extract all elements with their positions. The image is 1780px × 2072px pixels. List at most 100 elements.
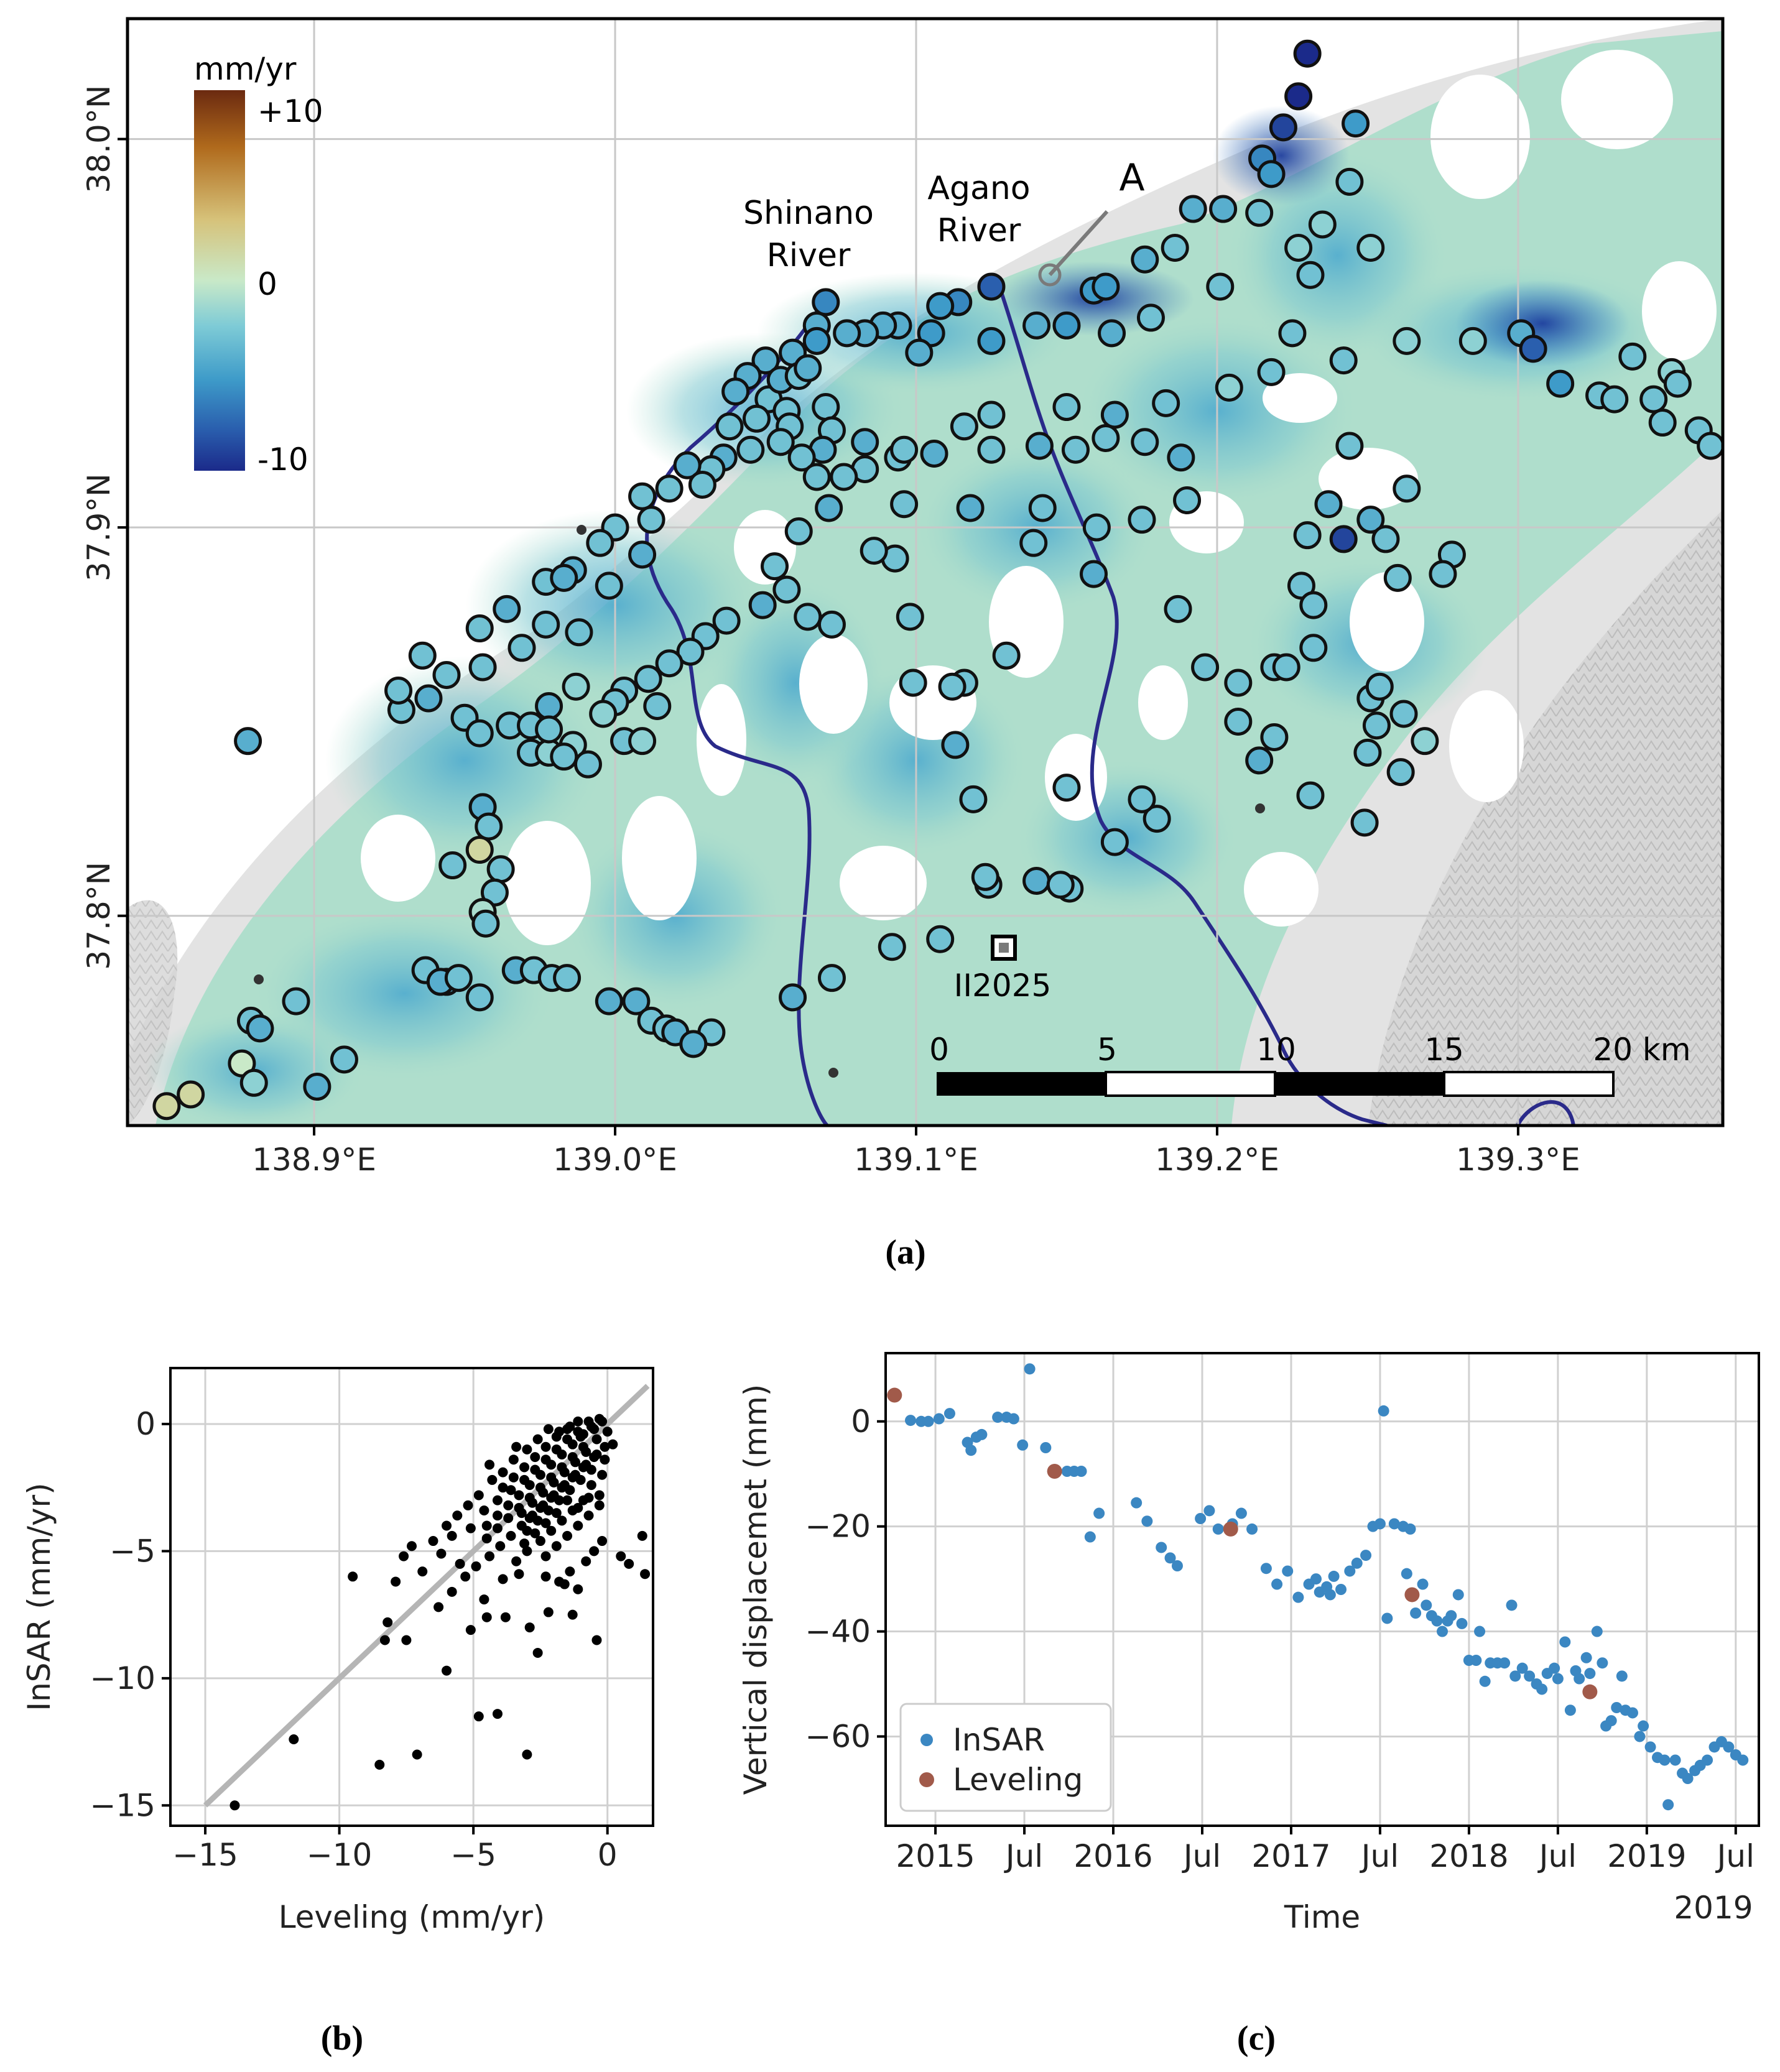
plot-b-point: [428, 1536, 438, 1547]
plot-b-point: [573, 1520, 583, 1531]
leveling-site-marker: [1209, 195, 1238, 223]
plot-c-point-insar: [1410, 1607, 1422, 1619]
leveling-site-marker: [1293, 521, 1322, 550]
lon-tick-label: 138.9°E: [252, 1142, 376, 1178]
plot-b-point: [543, 1424, 554, 1435]
plot-b-point: [503, 1500, 514, 1510]
leveling-site-marker: [890, 435, 919, 464]
leveling-site-marker: [444, 964, 473, 992]
plot-c-xtick-label: Jul: [1537, 1838, 1577, 1874]
leveling-site-marker: [1600, 385, 1629, 414]
plot-c-point-insar: [1634, 1731, 1646, 1742]
panel-a-map: 0 5 10 15 20 km mm/yr +10 0 -10 Shinano …: [81, 17, 1725, 1178]
leveling-site-marker: [920, 440, 948, 468]
plot-c-point-insar: [1271, 1578, 1283, 1590]
plot-c-point-insar: [1626, 1707, 1638, 1719]
plot-c-point-insar: [1659, 1754, 1671, 1766]
plot-b-point: [471, 1561, 481, 1571]
plot-c-ytick-label: 0: [851, 1404, 871, 1440]
scale-bar-segment-1: [937, 1072, 1106, 1096]
leveling-site-marker: [748, 591, 777, 619]
plot-c-xtick-label: 2018: [1429, 1838, 1508, 1874]
leveling-site-marker: [1458, 326, 1487, 355]
plot-b-point: [565, 1422, 575, 1432]
leveling-site-marker: [414, 684, 443, 713]
leveling-site-marker: [1224, 707, 1253, 736]
lon-tick-label: 139.3°E: [1456, 1142, 1580, 1178]
leveling-site-marker: [802, 326, 831, 355]
plot-b-point: [608, 1439, 618, 1450]
legend-box: [899, 1703, 1112, 1812]
plot-b-point: [567, 1439, 578, 1450]
plot-c-point-insar: [1344, 1565, 1356, 1577]
leveling-site-marker: [688, 470, 716, 499]
plot-b-xtick-label: −5: [450, 1837, 496, 1873]
legend-insar-label: InSAR: [953, 1722, 1045, 1758]
plot-b-point: [586, 1422, 596, 1432]
plot-b-point: [538, 1487, 549, 1498]
benchmark-dot: [254, 974, 264, 984]
leveling-site-marker: [384, 676, 413, 705]
leveling-site-marker: [1393, 326, 1421, 355]
leveling-sites: [152, 39, 1723, 1121]
plot-c-point-insar: [1616, 1670, 1628, 1682]
leveling-site-marker: [628, 727, 657, 756]
agano-river-label: Agano: [927, 170, 1030, 207]
plot-b-point: [554, 1495, 565, 1505]
plot-b-ticks: −15 −10 −5 0 −15 −10 −5 0: [90, 1406, 617, 1873]
plot-b-point: [546, 1525, 557, 1536]
plot-b-ytick-label: −5: [109, 1533, 155, 1569]
leveling-site-marker: [1308, 210, 1337, 239]
plot-b-point: [583, 1492, 594, 1503]
plot-c-xtick-label: 2015: [896, 1838, 975, 1874]
leveling-site-marker: [959, 785, 988, 813]
plot-b-points: [229, 1413, 651, 1811]
plot-b-point: [591, 1434, 602, 1445]
leveling-site-marker: [655, 474, 684, 503]
panel-b-scatter: −15 −10 −5 0 −15 −10 −5 0 Leveling (mm/yr) InSA…: [21, 1367, 654, 1935]
point-a-leader: [1048, 210, 1109, 277]
plot-c-point-insar: [1474, 1626, 1486, 1637]
leveling-site-marker: [628, 482, 657, 511]
plot-c-xtick-label: 2017: [1251, 1838, 1330, 1874]
leveling-site-marker: [878, 933, 906, 961]
plot-b-point: [535, 1536, 545, 1547]
plot-c-point-insar: [1421, 1599, 1432, 1611]
plot-c-xtick-label: 2019: [1607, 1838, 1686, 1874]
leveling-site-marker: [794, 603, 822, 631]
plot-b-point: [498, 1482, 508, 1493]
plot-c-point-insar: [1164, 1552, 1176, 1564]
plot-c-point-insar: [1509, 1670, 1521, 1682]
plot-b-point: [522, 1546, 532, 1556]
leveling-site-marker: [622, 987, 651, 1015]
leveling-site-marker: [1257, 160, 1286, 188]
plot-c-point-insar: [976, 1428, 988, 1440]
leveling-site-marker: [1284, 82, 1313, 111]
leveling-site-marker: [950, 412, 978, 441]
plot-c-point-insar: [1638, 1720, 1649, 1732]
leveling-site-marker: [1386, 758, 1415, 787]
plot-b-point: [557, 1515, 567, 1526]
plot-c-point-insar: [943, 1408, 955, 1420]
plot-b-point: [492, 1495, 503, 1505]
plot-c-point-insar: [1417, 1578, 1429, 1590]
leveling-site-marker: [438, 851, 467, 880]
leveling-site-marker: [475, 812, 503, 841]
leveling-site-marker: [941, 731, 970, 759]
leveling-site-marker: [833, 319, 861, 348]
plot-b-point: [567, 1472, 578, 1482]
lon-tick-label: 139.0°E: [553, 1142, 677, 1178]
plot-b-point: [473, 1711, 484, 1722]
leveling-site-marker: [1131, 245, 1159, 274]
plot-b-point: [554, 1576, 565, 1587]
leveling-site-marker: [1164, 594, 1192, 623]
plot-b-point: [586, 1464, 596, 1475]
plot-b-point: [229, 1800, 240, 1811]
plot-b-point: [442, 1520, 452, 1531]
plot-b-point: [492, 1510, 503, 1521]
leveling-site-marker: [938, 672, 966, 701]
plot-b-point: [551, 1541, 562, 1552]
plot-c-point-insar: [1404, 1523, 1416, 1535]
leveling-site-marker: [1022, 867, 1051, 895]
leveling-site-marker: [977, 400, 1006, 429]
